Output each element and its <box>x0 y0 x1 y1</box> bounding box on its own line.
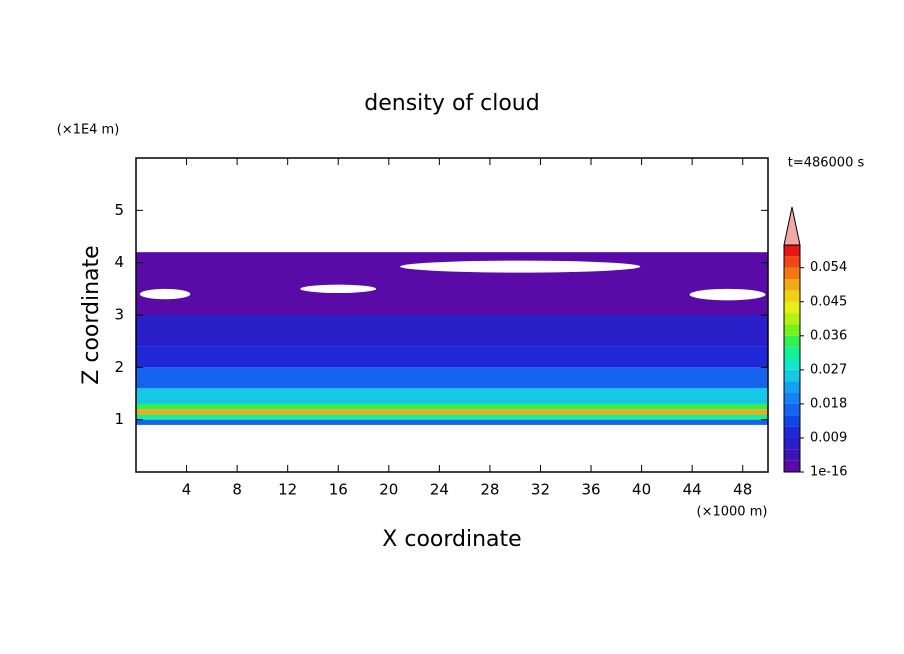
colorbar-swatch <box>784 381 800 393</box>
x-tick-label: 28 <box>480 481 499 499</box>
colorbar-swatch <box>784 245 800 257</box>
y-tick-label: 3 <box>114 306 124 324</box>
x-tick-label: 40 <box>632 481 651 499</box>
colorbar-swatch <box>784 437 800 450</box>
contour-layer <box>136 409 768 415</box>
x-tick-label: 20 <box>379 481 398 499</box>
clear-region <box>139 288 191 300</box>
x-tick-label: 4 <box>182 481 192 499</box>
clear-region <box>689 288 766 301</box>
colorbar-swatch <box>784 449 800 461</box>
contour-layer <box>136 367 768 389</box>
clear-region <box>400 260 641 273</box>
chart-title: density of cloud <box>364 91 539 116</box>
colorbar-swatch <box>784 403 800 416</box>
colorbar-tick-label: 0.045 <box>810 294 847 309</box>
contour-layer <box>136 315 768 347</box>
colorbar-swatch <box>784 290 800 302</box>
x-axis-label: X coordinate <box>382 527 521 552</box>
colorbar-tick-label: 0.054 <box>810 260 847 275</box>
y-axis-label: Z coordinate <box>79 245 104 384</box>
y-tick-label: 1 <box>114 410 124 428</box>
x-tick-label: 32 <box>531 481 550 499</box>
colorbar-tick-label: 1e-16 <box>810 465 848 480</box>
x-tick-label: 8 <box>232 481 242 499</box>
x-tick-label: 16 <box>329 481 348 499</box>
colorbar-tick-label: 0.018 <box>810 396 847 411</box>
colorbar-swatch <box>784 279 800 291</box>
colorbar-extension <box>783 206 801 246</box>
colorbar-swatch <box>784 392 800 404</box>
colorbar-swatch <box>784 267 800 280</box>
contour-layer <box>136 414 768 420</box>
colorbar-swatch <box>784 324 800 336</box>
colorbar-tick-label: 0.027 <box>810 362 847 377</box>
y-unit: (×1E4 m) <box>57 123 120 138</box>
colorbar-frame <box>783 244 801 473</box>
x-tick-label: 24 <box>430 481 449 499</box>
x-tick-label: 36 <box>581 481 600 499</box>
x-unit: (×1000 m) <box>697 505 768 520</box>
contour-layer <box>136 346 768 368</box>
colorbar-swatch <box>784 313 800 325</box>
colorbar-swatch <box>784 460 800 472</box>
y-tick-label: 5 <box>114 201 124 219</box>
colorbar-tick-label: 0.036 <box>810 328 847 343</box>
contour-layer <box>136 252 768 315</box>
x-tick-label: 12 <box>278 481 297 499</box>
contour-layer <box>136 388 768 404</box>
time-label: t=486000 s <box>788 156 865 171</box>
contour-layer <box>136 419 768 425</box>
colorbar-swatch <box>784 335 800 348</box>
colorbar-swatch <box>784 347 800 359</box>
colorbar-tick-label: 0.009 <box>810 430 847 445</box>
colorbar-swatch <box>784 426 800 438</box>
colorbar-swatch <box>784 256 800 268</box>
y-tick-label: 2 <box>114 358 124 376</box>
clear-region <box>300 284 377 294</box>
x-tick-label: 44 <box>683 481 702 499</box>
y-tick-label: 4 <box>114 253 124 271</box>
colorbar-swatch <box>784 301 800 314</box>
colorbar-swatch <box>784 415 800 427</box>
contour-layer <box>136 403 768 410</box>
colorbar-swatch <box>784 369 800 382</box>
colorbar-swatch <box>784 358 800 370</box>
x-tick-label: 48 <box>733 481 752 499</box>
